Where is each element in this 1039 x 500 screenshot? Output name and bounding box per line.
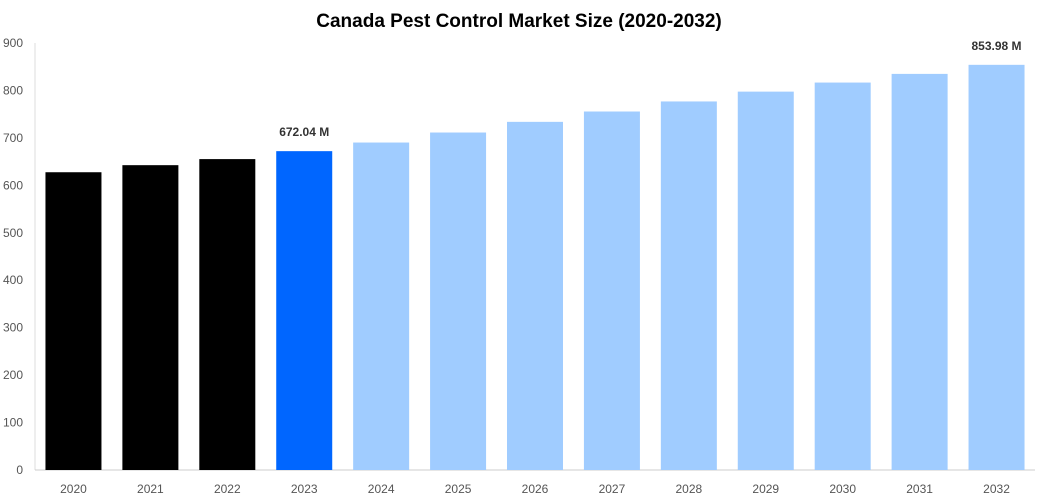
x-tick-label: 2020 [60, 482, 87, 496]
y-tick-label: 600 [3, 178, 23, 192]
x-tick-label: 2022 [214, 482, 241, 496]
x-tick-label: 2021 [137, 482, 164, 496]
x-tick-label: 2025 [445, 482, 472, 496]
x-tick-label: 2024 [368, 482, 395, 496]
x-tick-label: 2030 [829, 482, 856, 496]
y-tick-label: 100 [3, 416, 23, 430]
bar-2025 [430, 132, 487, 471]
x-tick-label: 2028 [675, 482, 702, 496]
x-tick-label: 2032 [983, 482, 1010, 496]
y-tick-label: 200 [3, 368, 23, 382]
data-label: 672.04 M [279, 125, 329, 139]
bar-2031 [891, 73, 948, 471]
bar-2024 [353, 142, 410, 470]
x-tick-label: 2023 [291, 482, 318, 496]
bar-2020 [45, 172, 102, 471]
bar-2032 [968, 64, 1025, 471]
bar-2026 [507, 121, 563, 471]
bar-2023 [276, 151, 333, 470]
y-tick-label: 800 [3, 83, 23, 97]
y-tick-label: 700 [3, 131, 23, 145]
bar-2021 [122, 165, 179, 471]
x-tick-label: 2031 [906, 482, 933, 496]
y-tick-label: 300 [3, 321, 23, 335]
bar-2022 [199, 159, 256, 470]
y-tick-label: 500 [3, 226, 23, 240]
y-tick-label: 900 [3, 36, 23, 50]
bar-2029 [737, 91, 794, 470]
x-tick-label: 2027 [599, 482, 626, 496]
chart-title: Canada Pest Control Market Size (2020-20… [316, 11, 722, 32]
x-tick-label: 2026 [522, 482, 549, 496]
data-label: 853.98 M [972, 39, 1022, 53]
bar-2027 [583, 111, 640, 471]
x-tick-label: 2029 [752, 482, 779, 496]
bar-2030 [814, 82, 871, 470]
bar-2028 [660, 101, 717, 471]
y-tick-label: 400 [3, 273, 23, 287]
y-tick-label: 0 [16, 463, 23, 477]
